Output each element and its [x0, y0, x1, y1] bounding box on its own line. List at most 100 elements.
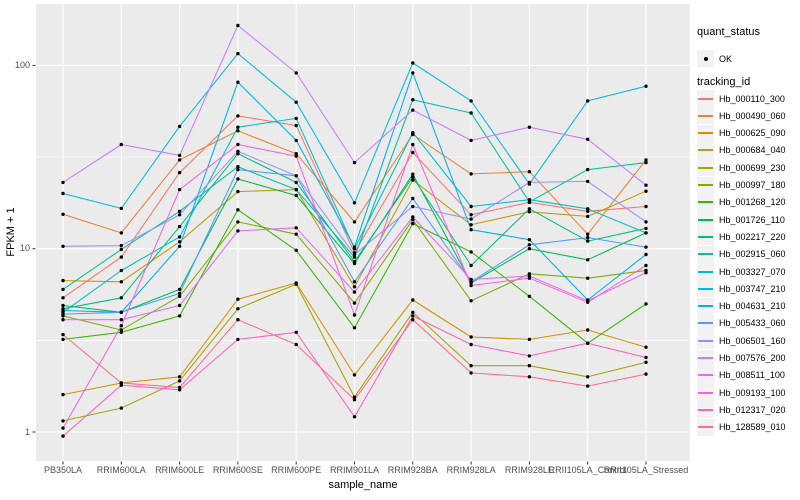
- data-point: [119, 296, 124, 300]
- data-point: [61, 434, 65, 438]
- legend-key-line: [697, 193, 714, 211]
- data-point: [586, 239, 590, 243]
- data-point: [294, 138, 298, 143]
- data-point: [411, 314, 415, 318]
- data-point: [586, 235, 590, 240]
- series-color-line-icon: [698, 218, 713, 221]
- legend-item-label: Hb_000625_090: [719, 128, 786, 139]
- data-point: [644, 84, 648, 88]
- data-point: [644, 204, 648, 209]
- data-point: [586, 179, 590, 184]
- data-point: [119, 206, 124, 211]
- data-point: [119, 324, 124, 328]
- legend-item-label: Hb_001268_120: [719, 197, 786, 208]
- data-point: [469, 263, 473, 268]
- data-point: [469, 280, 473, 284]
- data-point: [294, 232, 298, 236]
- legend-item-label: Hb_000684_040: [719, 145, 786, 156]
- legend-item-label: Hb_003747_210: [719, 283, 786, 294]
- data-point: [411, 71, 415, 75]
- legend-key-line: [697, 297, 714, 315]
- data-point: [469, 111, 473, 115]
- legend-item: Hb_002915_060: [697, 245, 786, 263]
- data-point: [177, 158, 182, 162]
- data-point: [61, 287, 65, 292]
- data-point: [527, 210, 532, 214]
- data-point: [177, 385, 182, 390]
- data-point: [119, 142, 124, 147]
- data-point: [469, 99, 473, 103]
- data-point: [61, 392, 65, 397]
- legend-key-line: [697, 124, 714, 142]
- data-point: [352, 220, 357, 224]
- legend-item-label: Hb_128589_010: [719, 422, 786, 433]
- data-point: [644, 189, 648, 193]
- data-point: [527, 198, 532, 202]
- data-point: [644, 360, 648, 364]
- data-point: [177, 153, 182, 158]
- data-point: [177, 375, 182, 379]
- data-point: [294, 330, 298, 334]
- data-point: [177, 294, 182, 298]
- series-color-line-icon: [698, 97, 713, 100]
- data-point: [352, 285, 357, 289]
- data-point: [294, 71, 298, 75]
- legend-key-line: [697, 141, 714, 159]
- data-point: [411, 172, 415, 176]
- data-point: [586, 137, 590, 141]
- data-point: [644, 183, 648, 187]
- data-point: [236, 208, 240, 212]
- data-point: [411, 310, 415, 314]
- data-point: [469, 299, 473, 303]
- legend-item-label: Hb_005433_060: [719, 318, 786, 329]
- legend-item: Hb_009193_100: [697, 384, 786, 402]
- legend-item-label: Hb_002915_060: [719, 249, 786, 260]
- data-point: [352, 326, 357, 330]
- data-point: [294, 187, 298, 192]
- data-point: [61, 244, 65, 248]
- legend-item-label: Hb_000490_060: [719, 110, 786, 121]
- data-point: [644, 245, 648, 249]
- data-point: [352, 373, 357, 377]
- data-point: [644, 158, 648, 162]
- legend-item: Hb_007576_200: [697, 349, 786, 367]
- data-point: [294, 174, 298, 178]
- data-point: [411, 196, 415, 201]
- data-point: [644, 345, 648, 349]
- data-point: [469, 213, 473, 217]
- series-color-line-icon: [698, 201, 713, 204]
- legend-key-line: [697, 211, 714, 229]
- data-point: [119, 318, 124, 322]
- data-point: [411, 175, 415, 179]
- data-point: [177, 124, 182, 129]
- legend-item: Hb_000684_040: [697, 141, 786, 159]
- data-point: [586, 328, 590, 332]
- legend-item: Hb_008511_100: [697, 366, 785, 384]
- legend-item: Hb_004631_210: [697, 297, 786, 315]
- data-point: [294, 116, 298, 121]
- legend-item: Hb_000625_090: [697, 124, 786, 142]
- data-point: [294, 248, 298, 252]
- data-point: [119, 310, 124, 314]
- data-point: [236, 229, 240, 233]
- data-point: [527, 375, 532, 379]
- data-point: [352, 259, 357, 264]
- data-point: [177, 291, 182, 296]
- data-point: [644, 372, 648, 376]
- data-point: [61, 303, 65, 308]
- data-point: [177, 379, 182, 383]
- y-tick-label: 100: [14, 59, 30, 70]
- legend-item-label: Hb_012317_020: [719, 404, 786, 415]
- data-point: [119, 231, 124, 235]
- data-point: [294, 193, 298, 198]
- data-point: [236, 114, 240, 118]
- legend-key-line: [697, 159, 714, 177]
- data-point: [294, 180, 298, 185]
- data-point: [469, 371, 473, 375]
- data-point: [236, 23, 240, 28]
- data-point: [177, 314, 182, 318]
- legend-item-label: Hb_006501_160: [719, 335, 786, 346]
- legend-item: Hb_006501_160: [697, 332, 786, 350]
- data-point: [527, 247, 532, 251]
